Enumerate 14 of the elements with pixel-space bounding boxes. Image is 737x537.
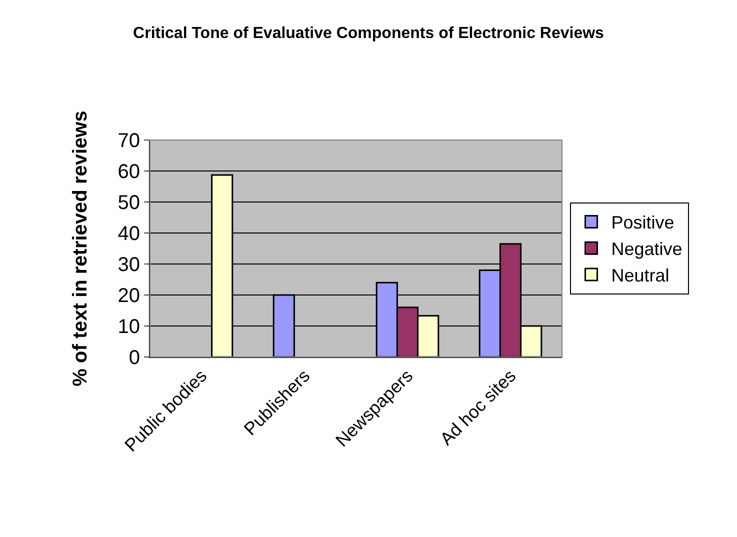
legend-label: Negative — [611, 239, 682, 260]
y-tick-label: 20 — [118, 285, 140, 307]
y-tick-label: 0 — [128, 347, 140, 369]
y-tick-label: 50 — [118, 192, 140, 214]
chart-title: Critical Tone of Evaluative Components of Electronic Reviews — [133, 25, 604, 42]
y-tick-label: 60 — [118, 161, 140, 183]
legend-label: Neutral — [611, 266, 670, 286]
y-tick-label: 30 — [118, 254, 140, 276]
y-tick-label: 40 — [118, 223, 140, 245]
x-tick-label: Ad hoc sites — [436, 366, 520, 450]
y-tick-label: 10 — [118, 316, 140, 338]
y-tick-label: 70 — [118, 130, 140, 152]
y-axis-title: % of text in retrieved reviews — [69, 110, 92, 386]
legend-label: Positive — [611, 212, 674, 233]
